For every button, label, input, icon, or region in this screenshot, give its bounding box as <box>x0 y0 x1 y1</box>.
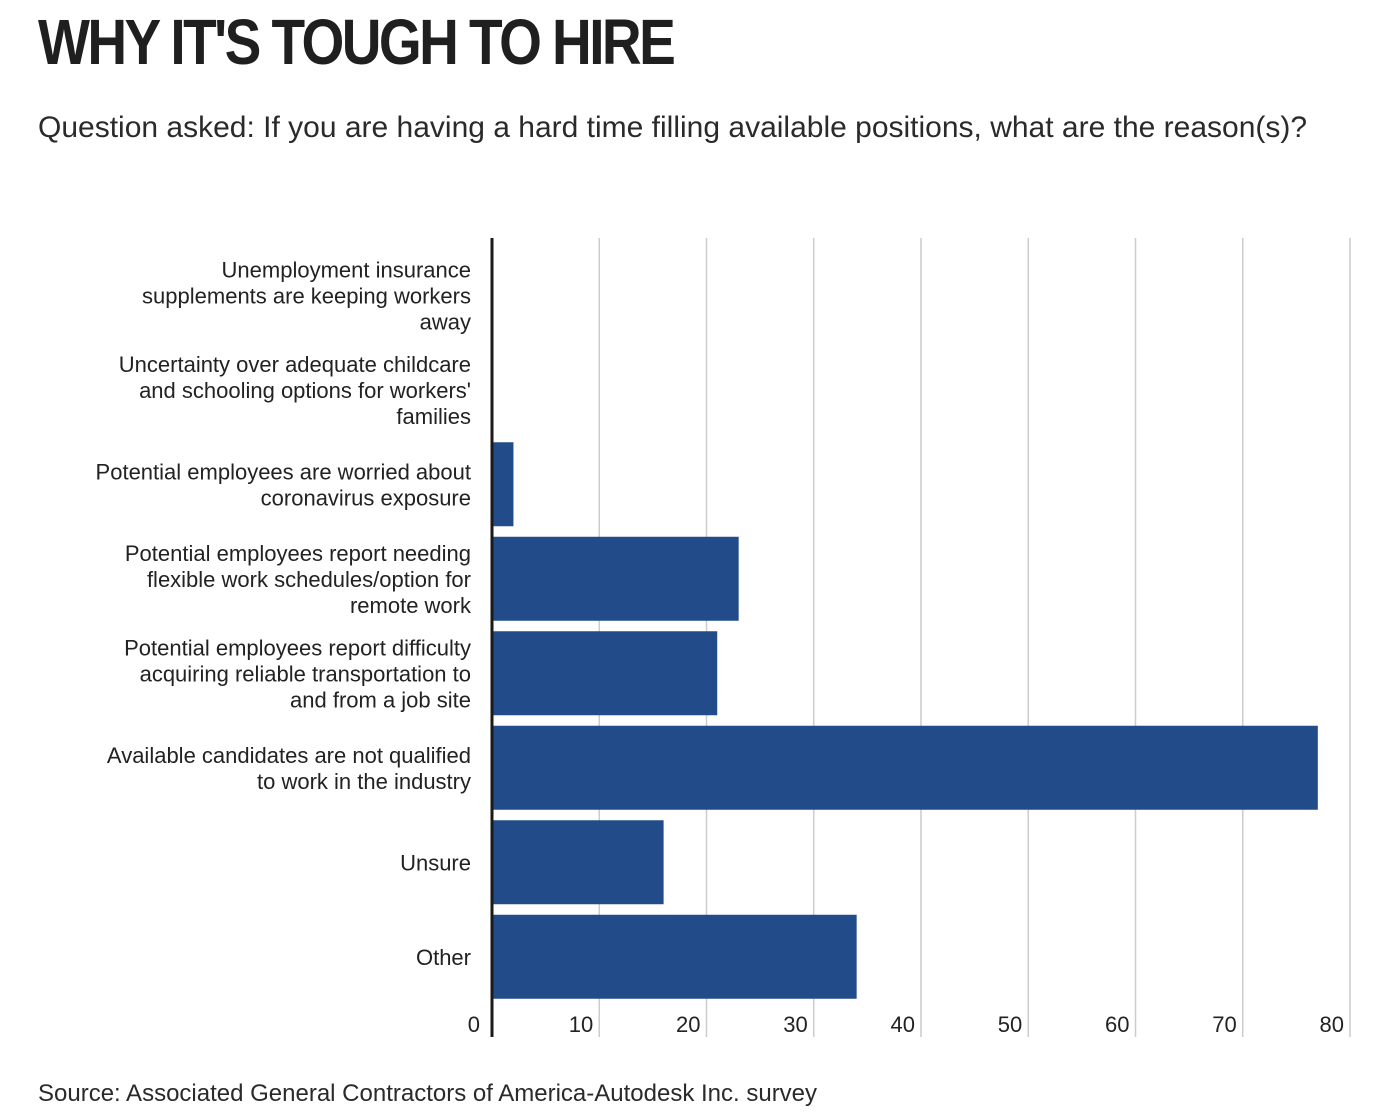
x-tick-label: 70 <box>1212 1012 1236 1037</box>
category-label: acquiring reliable transportation to <box>140 661 471 686</box>
bars <box>492 442 1318 999</box>
category-label: Potential employees report difficulty <box>124 635 471 660</box>
x-tick-label: 20 <box>676 1012 700 1037</box>
category-label: Uncertainty over adequate childcare <box>119 352 471 377</box>
chart-title: WHY IT'S TOUGH TO HIRE <box>38 6 676 78</box>
category-label: flexible work schedules/option for <box>147 567 471 592</box>
bar <box>492 820 664 905</box>
source-note: Source: Associated General Contractors o… <box>38 1080 818 1107</box>
x-tick-label: 50 <box>998 1012 1022 1037</box>
category-label: families <box>396 404 471 429</box>
x-tick-label: 30 <box>783 1012 807 1037</box>
category-label: away <box>420 309 471 334</box>
x-tick-label: 40 <box>891 1012 915 1037</box>
category-label: remote work <box>350 593 472 618</box>
gridlines <box>598 238 1351 1037</box>
category-label: Available candidates are not qualified <box>107 743 471 768</box>
category-label: Potential employees report needing <box>125 541 471 566</box>
category-label: and from a job site <box>290 687 471 712</box>
bar <box>492 442 514 527</box>
chart-subtitle: Question asked: If you are having a hard… <box>38 111 1308 144</box>
category-label: and schooling options for workers' <box>139 378 471 403</box>
category-label: to work in the industry <box>257 769 471 794</box>
x-tick-label: 10 <box>569 1012 593 1037</box>
bar <box>492 631 718 716</box>
category-label: supplements are keeping workers <box>142 283 471 308</box>
bar <box>492 725 1318 810</box>
category-label: Unsure <box>400 850 471 875</box>
tick-labels: 0 10 20 30 40 50 60 70 80 <box>468 1012 1344 1037</box>
category-label: Potential employees are worried about <box>96 459 471 484</box>
category-label: coronavirus exposure <box>261 485 471 510</box>
bar <box>492 536 739 621</box>
x-tick-label: 0 <box>468 1012 480 1037</box>
category-label: Unemployment insurance <box>222 257 471 282</box>
category-label: Other <box>416 945 471 970</box>
bar <box>492 914 857 999</box>
x-tick-label: 60 <box>1105 1012 1129 1037</box>
x-tick-label: 80 <box>1320 1012 1344 1037</box>
